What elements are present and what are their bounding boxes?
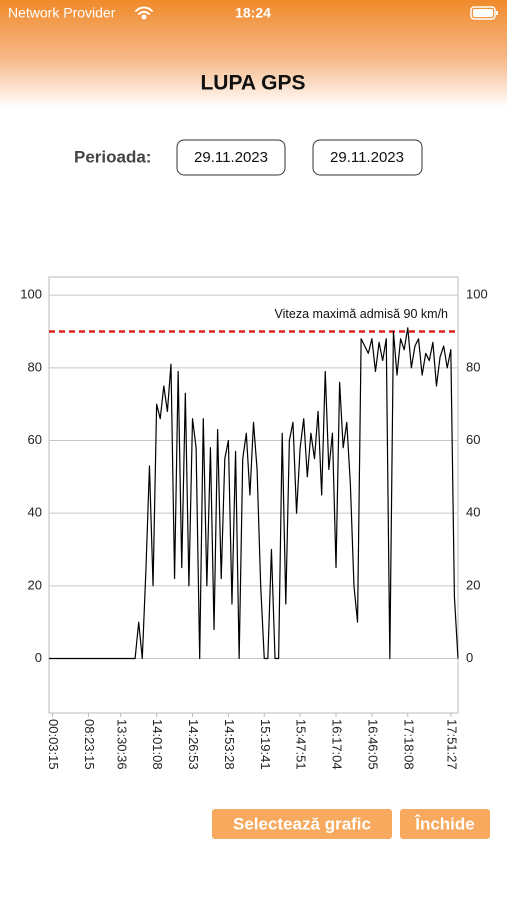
x-tick-label: 13:30:36 <box>114 719 129 770</box>
x-tick-label: 14:01:08 <box>150 719 165 770</box>
y-tick-label: 0 <box>35 650 42 665</box>
y-tick-label: 100 <box>20 287 42 302</box>
header-background <box>0 0 507 108</box>
x-tick-label: 15:47:51 <box>294 719 309 770</box>
close-button[interactable]: Închide <box>400 809 490 839</box>
x-tick-label: 17:18:08 <box>401 719 416 770</box>
x-tick-label: 15:19:41 <box>258 719 273 770</box>
carrier: Network Provider <box>8 5 116 21</box>
y-tick-label-right: 100 <box>466 287 488 302</box>
date-to-button[interactable]: 29.11.2023 <box>312 139 423 176</box>
date-from[interactable]: 29.11.2023 <box>194 149 268 166</box>
y-tick-label: 40 <box>28 505 42 520</box>
x-tick-label: 16:17:04 <box>330 719 345 770</box>
y-tick-label-right: 0 <box>466 650 473 665</box>
wifi-icon <box>135 6 153 20</box>
speed-limit-label: Viteza maximă admisă 90 km/h <box>275 307 448 321</box>
y-tick-label-right: 20 <box>466 577 480 592</box>
clock: 18:24 <box>235 5 271 21</box>
x-tick-label: 14:26:53 <box>186 719 201 770</box>
speed-line <box>49 327 459 660</box>
date-from-button[interactable]: 29.11.2023 <box>176 139 286 176</box>
y-tick-label: 80 <box>28 359 42 374</box>
x-tick-label: 00:03:15 <box>46 719 61 770</box>
y-tick-label-right: 80 <box>466 359 480 374</box>
date-to[interactable]: 29.11.2023 <box>330 149 404 166</box>
close-label[interactable]: Închide <box>414 814 475 833</box>
select-chart-button[interactable]: Selectează grafic <box>212 809 392 839</box>
y-tick-label: 60 <box>28 432 42 447</box>
app-title: LUPA GPS <box>200 72 305 95</box>
battery-icon <box>470 6 498 20</box>
period-label: Perioada: <box>74 147 151 166</box>
y-tick-label-right: 60 <box>466 432 480 447</box>
select-chart-label[interactable]: Selectează grafic <box>233 814 371 833</box>
x-tick-label: 16:46:05 <box>365 719 380 770</box>
x-tick-label: 17:51:27 <box>444 719 459 770</box>
x-tick-label: 14:53:28 <box>222 719 237 770</box>
plot-frame <box>48 276 459 714</box>
y-tick-label-right: 40 <box>466 505 480 520</box>
x-tick-label: 08:23:15 <box>82 719 97 770</box>
y-tick-label: 20 <box>28 577 42 592</box>
chart: 0 0 20 20 40 40 60 60 80 80 100 100 00:03:15 08:23:15… <box>20 276 488 770</box>
